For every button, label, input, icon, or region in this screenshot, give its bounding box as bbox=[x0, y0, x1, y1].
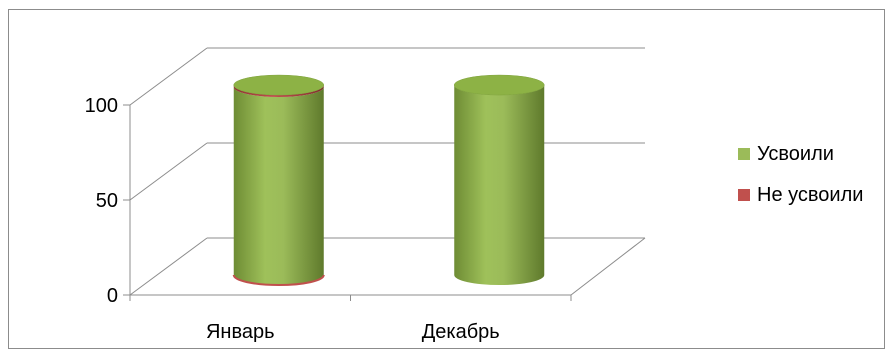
bar-usvoili-2 bbox=[454, 85, 545, 286]
legend-item-usvoili: Усвоили bbox=[738, 142, 863, 166]
legend-item-ne-usvoili: Не усвоили bbox=[738, 183, 863, 207]
bar-cap-1 bbox=[233, 74, 324, 96]
legend: Усвоили Не усвоили bbox=[738, 142, 863, 224]
legend-swatch-ne-usvoili bbox=[738, 189, 750, 201]
bar-usvoili-1 bbox=[233, 86, 324, 286]
y-tick-label: 0 bbox=[107, 285, 118, 307]
legend-label-usvoili: Усвоили bbox=[757, 142, 834, 165]
x-tick-label: Январь bbox=[206, 321, 275, 343]
y-tick-label: 100 bbox=[85, 95, 118, 117]
y-tick-label: 50 bbox=[96, 190, 118, 212]
floor-edge bbox=[570, 237, 646, 296]
gridline-side bbox=[129, 237, 208, 296]
gridline-side bbox=[129, 142, 208, 201]
bar-cap-2 bbox=[454, 74, 545, 96]
x-tick-label: Декабрь bbox=[422, 321, 500, 343]
chart-area bbox=[8, 9, 885, 349]
legend-label-ne-usvoili: Не усвоили bbox=[757, 183, 864, 206]
bar-ne-usvoili-edge-1 bbox=[232, 274, 325, 287]
legend-swatch-usvoili bbox=[738, 148, 750, 160]
gridline-side bbox=[129, 47, 208, 106]
